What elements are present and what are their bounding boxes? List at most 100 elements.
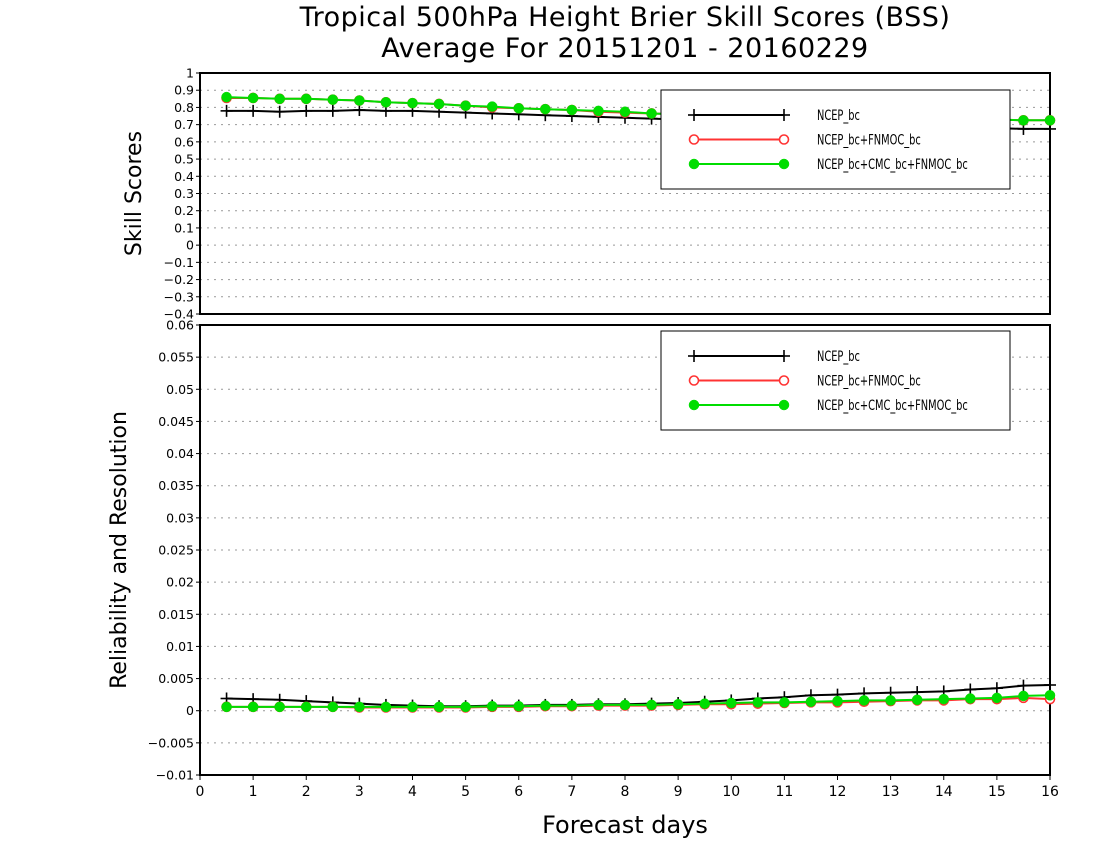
data-point: [247, 701, 259, 713]
y-tick-label: 0.2: [174, 203, 194, 218]
data-point: [938, 693, 949, 705]
data-point: [513, 103, 524, 114]
x-tick-label: 8: [621, 784, 630, 800]
y-tick-label: 0.04: [166, 446, 194, 461]
data-point: [301, 93, 312, 105]
data-point: [540, 103, 551, 115]
legend-marker: [688, 375, 700, 386]
y-axis-label: Reliability and Resolution: [107, 411, 132, 689]
legend-marker: [778, 399, 790, 411]
y-tick-label: 0: [186, 703, 194, 718]
data-point: [858, 695, 870, 706]
y-tick-label: 0.1: [174, 220, 194, 235]
data-point: [300, 104, 313, 117]
data-point: [566, 700, 578, 711]
legend-label: NCEP_bc: [817, 348, 860, 364]
x-tick-label: 3: [355, 784, 364, 800]
chart-title: Tropical 500hPa Height Brier Skill Score…: [299, 2, 951, 33]
x-tick-label: 5: [461, 784, 470, 800]
data-point: [619, 106, 631, 117]
data-point: [1044, 679, 1056, 691]
data-point: [513, 700, 524, 712]
legend-marker: [688, 109, 700, 121]
x-axis-label: Forecast days: [542, 811, 708, 839]
y-tick-label: 0.05: [166, 382, 194, 397]
y-tick-label: 0.03: [166, 510, 194, 525]
y-tick-label: −0.3: [164, 289, 194, 304]
panel-skill-scores: 1 0.9 0.8 0.7 0.6 0.5 0.4 0.3 0.2 0.1 0 −0.1 −0.2 −0.…: [122, 66, 1056, 322]
legend: NCEP_bc NCEP_bc+FNMOC_bc NCEP_bc+CMC_bc+FN…: [660, 89, 1011, 190]
data-point: [990, 682, 1003, 695]
x-tick-label: 13: [882, 784, 900, 800]
data-point: [486, 700, 498, 712]
legend-marker: [778, 134, 790, 145]
y-tick-label: −0.4: [164, 307, 194, 322]
data-point: [805, 696, 817, 707]
data-point: [752, 697, 764, 708]
x-tick-label: 7: [567, 784, 576, 800]
legend-label: NCEP_bc+FNMOC_bc: [817, 132, 921, 148]
data-point: [911, 694, 923, 706]
data-point: [540, 700, 551, 711]
data-point: [699, 698, 710, 709]
y-tick-label: 0.06: [166, 318, 194, 333]
y-tick-label: −0.01: [156, 768, 194, 783]
data-point: [566, 104, 578, 116]
chart-subtitle: Average For 20151201 - 20160229: [381, 33, 869, 64]
data-point: [301, 701, 312, 713]
panel-reliability-resolution: 0.060.0550.050.0450.040.0350.030.0250.02…: [107, 318, 1059, 840]
data-point: [965, 693, 976, 704]
data-point: [646, 108, 657, 119]
y-tick-label: 0.8: [174, 100, 194, 115]
y-tick-label: 0.02: [166, 575, 194, 590]
data-point: [433, 98, 445, 110]
data-point: [486, 101, 498, 112]
data-point: [221, 91, 232, 103]
y-tick-label: 0.6: [174, 134, 194, 149]
y-tick-label: −0.2: [164, 272, 194, 287]
data-point: [1018, 115, 1029, 126]
data-point: [407, 97, 418, 109]
series-line: [226, 684, 1051, 708]
x-tick-label: 2: [302, 784, 311, 800]
data-point: [247, 104, 260, 117]
data-point: [1018, 690, 1029, 702]
x-tick-label: 15: [988, 784, 1006, 800]
data-point: [407, 701, 418, 713]
y-tick-label: 0.045: [158, 414, 194, 429]
y-tick-label: 0.3: [174, 186, 194, 201]
data-point: [220, 104, 233, 117]
x-tick-label: 4: [408, 784, 417, 800]
legend-marker: [778, 350, 790, 362]
x-tick-label: 1: [249, 784, 258, 800]
y-tick-label: 0.005: [158, 671, 194, 686]
x-tick-label: 9: [674, 784, 683, 800]
y-tick-label: 0.4: [174, 169, 194, 184]
legend-marker: [778, 158, 790, 170]
y-tick-label: 0.7: [174, 117, 194, 132]
data-point: [380, 701, 392, 713]
y-tick-label: 0.9: [174, 83, 194, 98]
y-tick-label: −0.005: [148, 735, 194, 750]
x-tick-label: 6: [514, 784, 523, 800]
y-tick-label: 0.015: [158, 607, 194, 622]
data-point: [460, 701, 471, 713]
data-point: [593, 699, 604, 711]
legend-marker: [688, 134, 700, 145]
y-axis-label: Skill Scores: [122, 131, 147, 256]
data-point: [646, 699, 657, 711]
data-point: [885, 695, 896, 706]
legend: NCEP_bc NCEP_bc+FNMOC_bc NCEP_bc+CMC_bc+FN…: [660, 330, 1011, 431]
legend-marker: [778, 109, 790, 121]
data-point: [433, 701, 445, 713]
data-point: [327, 701, 339, 713]
x-tick-label: 11: [775, 784, 793, 800]
series-ncep-bc-cmc-bc-fnmoc-bc: [221, 690, 1056, 713]
data-point: [354, 95, 365, 106]
data-point: [1017, 679, 1030, 692]
data-point: [779, 697, 790, 708]
legend-label: NCEP_bc+CMC_bc+FNMOC_bc: [817, 397, 968, 413]
y-tick-label: −0.1: [164, 255, 194, 270]
